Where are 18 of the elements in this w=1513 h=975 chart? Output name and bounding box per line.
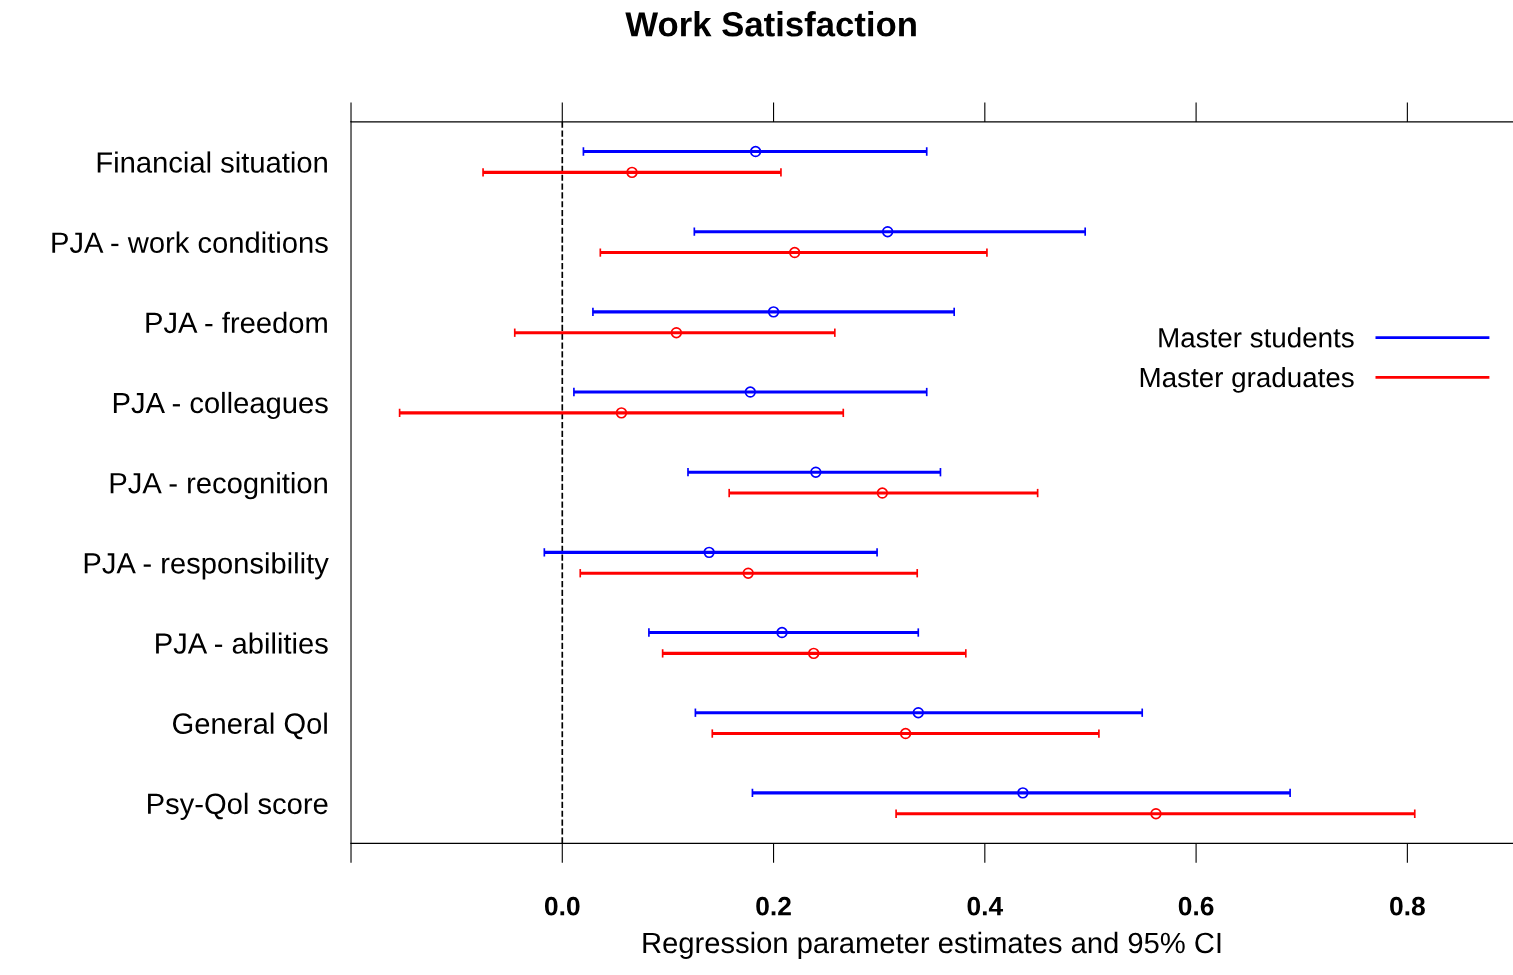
y-tick-label: Financial situation [97,151,327,173]
y-tick-label: PJA - responsibility [84,552,329,580]
y-tick-label: PJA - recognition [110,472,327,500]
x-tick-label: 0.0 [544,896,580,916]
y-tick-label: General Qol [173,712,327,740]
x-tick-label: 0.2 [756,896,791,916]
y-tick-label: PJA - freedom [146,311,327,334]
y-tick-label: PJA - colleagues [113,391,328,420]
legend-label: Master graduates [1140,366,1354,393]
x-tick-label: 0.6 [1178,896,1214,916]
x-axis-title: Regression parameter estimates and 95% CI [643,931,1221,960]
x-tick-label: 0.8 [1390,896,1425,916]
y-tick-label: Psy-Qol score [148,792,328,820]
legend-label: Master students [1159,327,1354,348]
x-tick-label: 0.4 [967,896,1004,916]
y-tick-label: PJA - work conditions [52,231,328,253]
y-tick-label: PJA - abilities [156,632,328,654]
chart-title: Work Satisfaction [625,11,916,37]
